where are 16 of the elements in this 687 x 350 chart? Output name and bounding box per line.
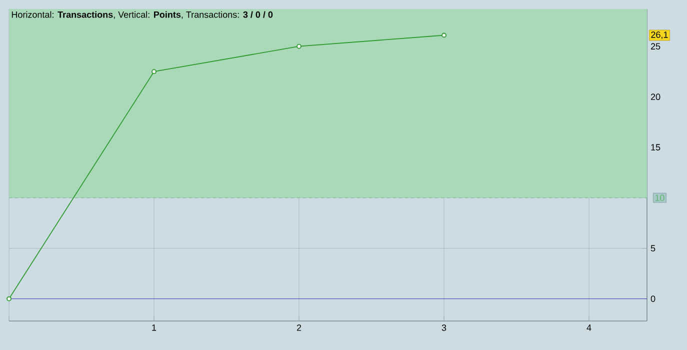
y-tick-label: 25: [650, 43, 660, 50]
annotation: 26,1: [651, 32, 668, 39]
x-tick-label: 1: [152, 324, 156, 331]
point: [296, 44, 302, 49]
x-tick-label: 2: [296, 324, 302, 331]
x-tick-label: 3: [442, 324, 446, 331]
chart-title: Horizontal: Transactions, Vertical: Points, Transactions: 3 / 0 / 0: [12, 11, 273, 19]
point: [6, 296, 12, 302]
point: [152, 69, 156, 74]
ref-line-label: 10: [655, 194, 664, 201]
y-tick-label: 20: [650, 94, 660, 100]
y-tick-label: 0: [650, 296, 656, 302]
point: [442, 32, 446, 38]
y-tick-label: 5: [650, 245, 656, 252]
x-tick-label: 4: [586, 324, 592, 331]
y-tick-label: 15: [651, 144, 660, 150]
